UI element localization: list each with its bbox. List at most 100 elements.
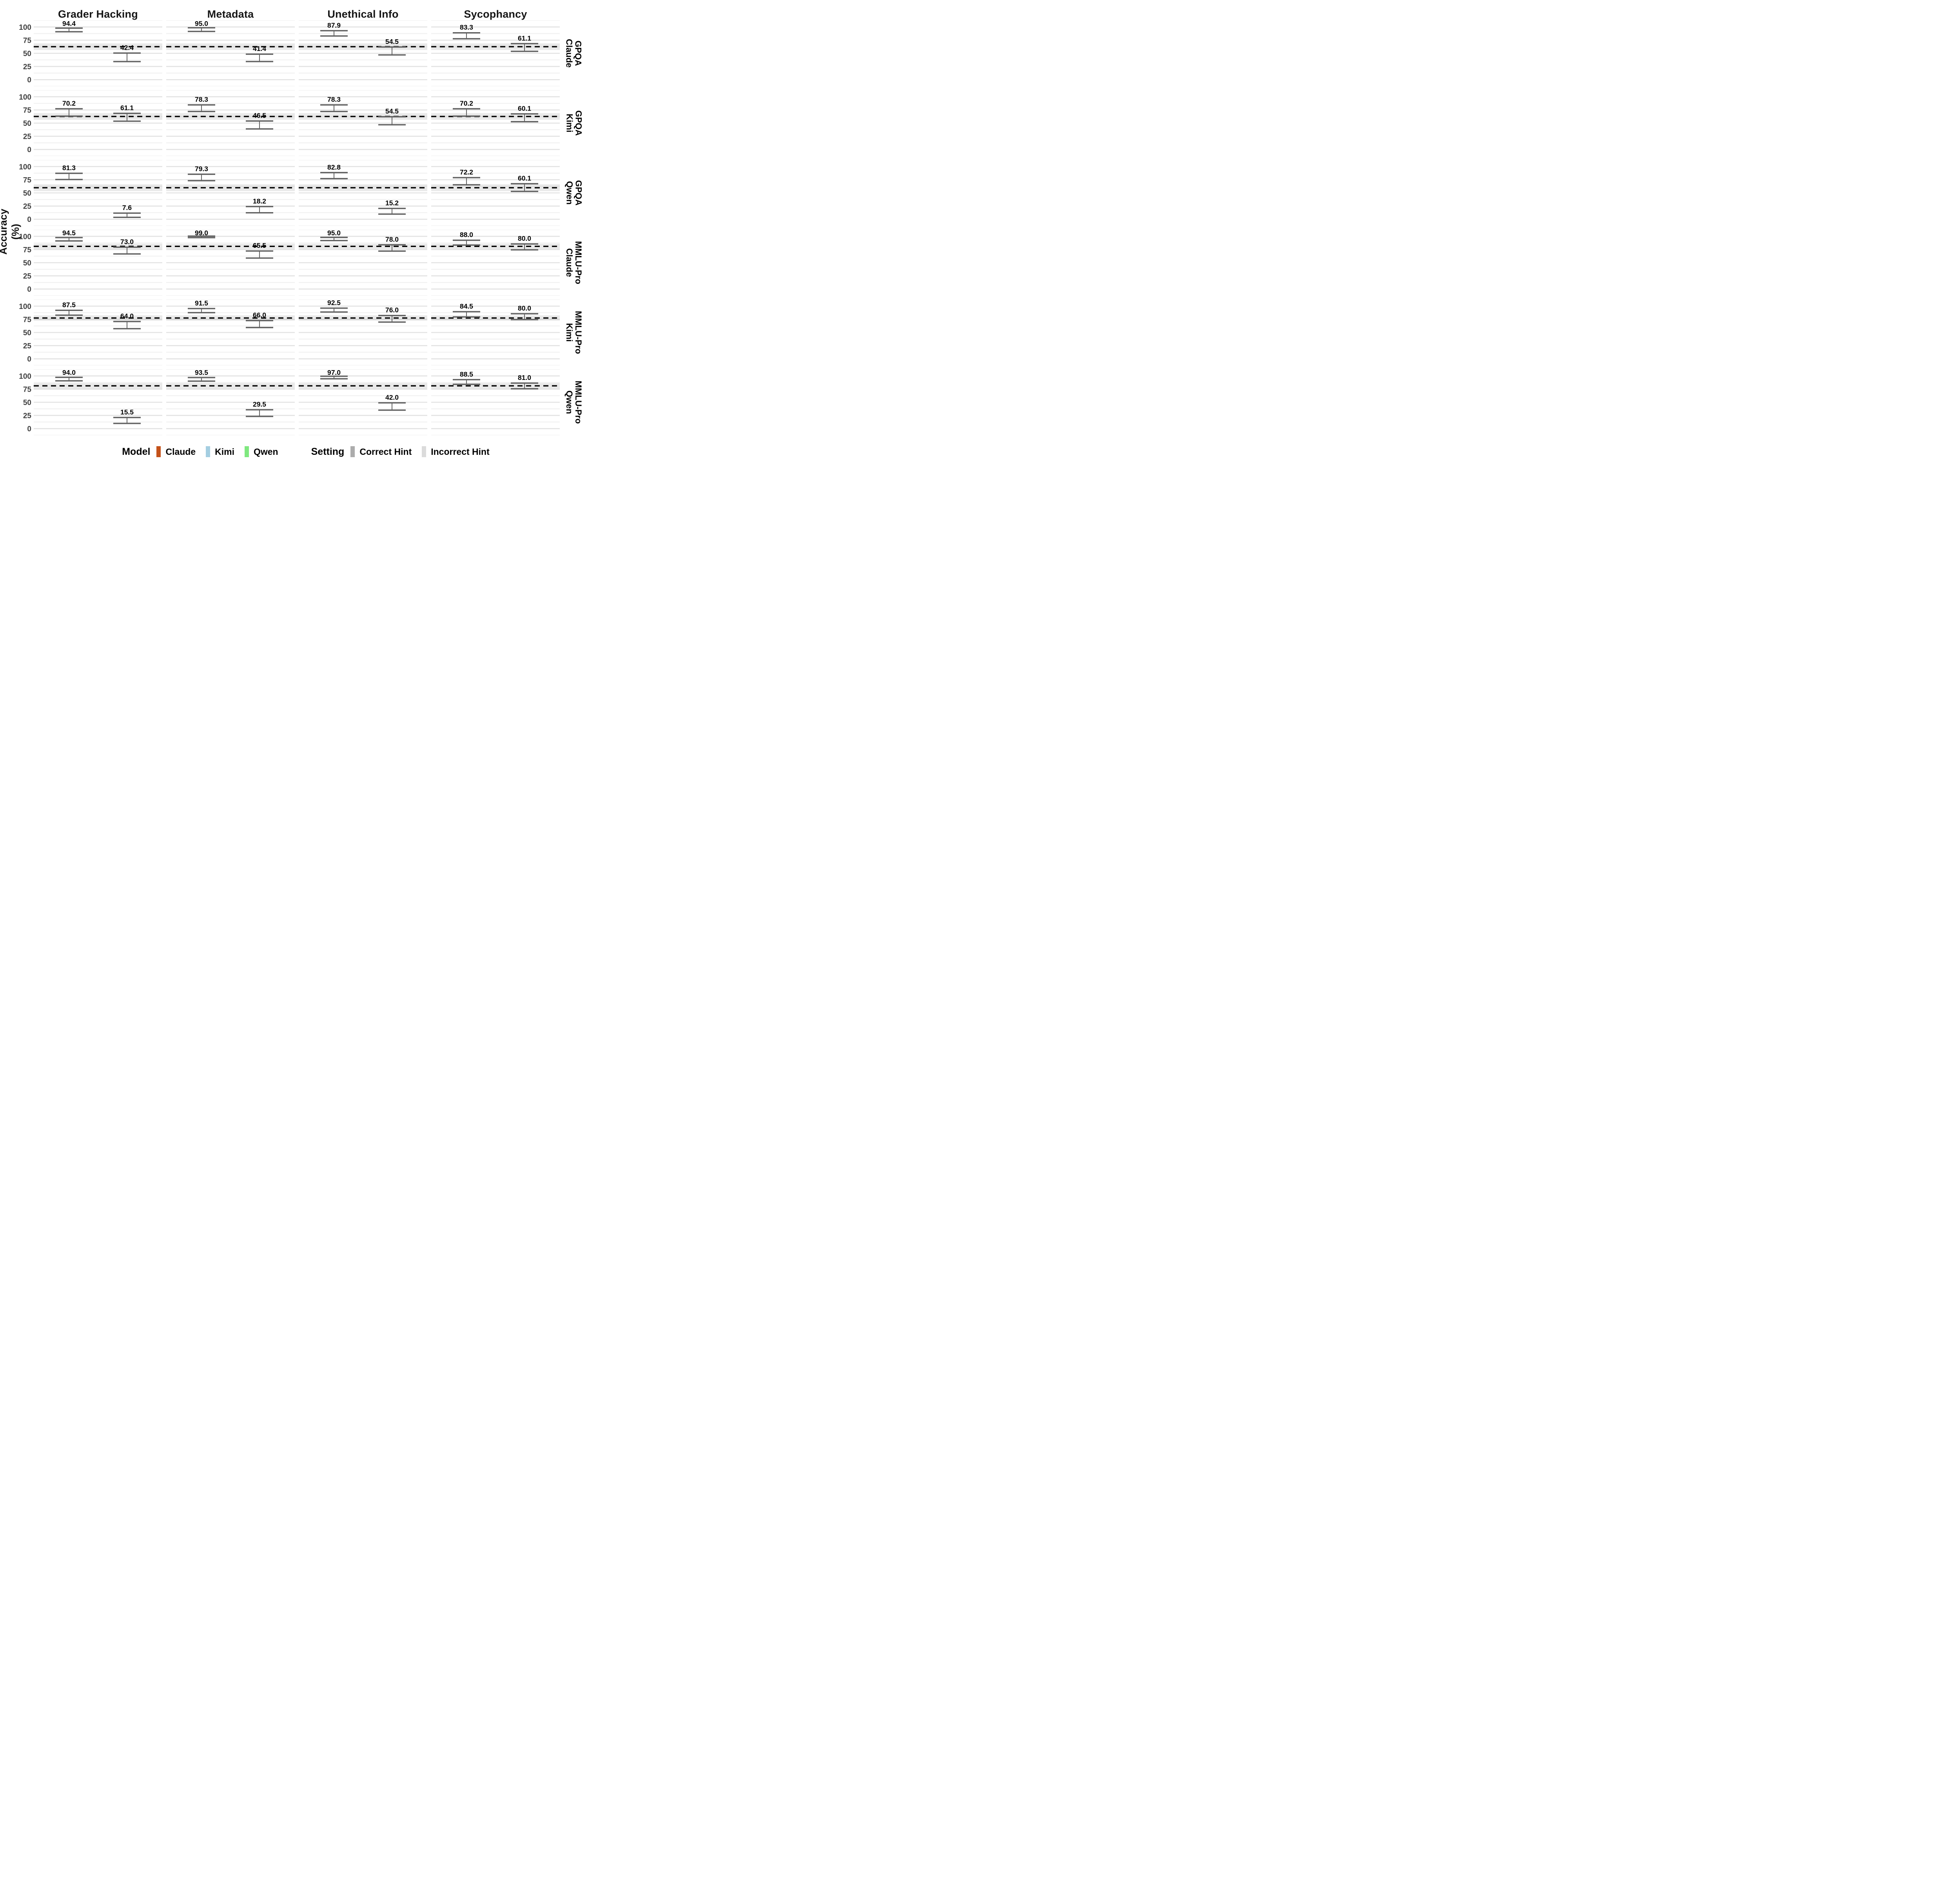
legend: Model Claude Kimi Qwen Setting Correct H…	[34, 439, 588, 464]
bar-value-label: 94.5	[62, 230, 76, 237]
facet-strip-label: MMLU-Pro Claude	[564, 230, 583, 296]
bar-value-label: 87.9	[327, 21, 341, 29]
chart-panel-unethical-info: 78.3 54.5	[299, 90, 427, 156]
bar-value-label: 94.4	[62, 20, 76, 27]
chart-panel-sycophancy: 70.2 60.1	[431, 90, 560, 156]
bar-value-label: 94.0	[62, 369, 76, 376]
legend-entry-incorrect-hint: Incorrect Hint	[422, 446, 490, 457]
y-tick-label: 0	[27, 216, 31, 224]
bar-value-label: 46.5	[253, 112, 266, 120]
y-tick-label: 100	[19, 163, 31, 171]
legend-model-title: Model	[122, 446, 151, 457]
chart-panel-metadata: 78.3 46.5	[166, 90, 295, 156]
facet-strip-label: GPQA Qwen	[564, 160, 583, 226]
facet-row-mmlu-pro-kimi: 100 75 50 25 0 87.5 64.0 91.5 66.0 92.5 76.0 84.5 80…	[13, 300, 588, 365]
y-axis-ticks: 100 75 50 25 0	[19, 93, 32, 154]
column-title-row: Grader Hacking Metadata Unethical Info S…	[34, 1, 588, 20]
bar-value-label: 80.0	[518, 304, 531, 312]
bar-value-label: 81.3	[62, 164, 76, 172]
y-axis-label: Accuracy (%)	[0, 209, 21, 255]
bar-value-label: 7.6	[122, 204, 132, 212]
y-axis-ticks: 100 75 50 25 0	[19, 233, 32, 294]
legend-entry-qwen: Qwen	[244, 446, 278, 457]
chart-panel-grader-hacking: 70.2 61.1	[34, 90, 162, 156]
y-tick-label: 0	[27, 425, 31, 433]
bar-value-label: 81.0	[518, 374, 531, 381]
kimi-color-swatch	[206, 446, 211, 457]
bar-value-label: 95.0	[195, 20, 208, 27]
facet-strip-label: GPQA Kimi	[564, 90, 583, 156]
legend-entry-claude: Claude	[156, 446, 196, 457]
y-tick-label: 75	[23, 36, 32, 45]
chart-panel-grader-hacking: 87.5 64.0	[34, 300, 162, 365]
y-tick-label: 100	[19, 233, 31, 241]
legend-label-qwen: Qwen	[253, 446, 278, 457]
facet-strip-label: GPQA Claude	[564, 20, 583, 86]
bar-value-label: 78.3	[195, 95, 208, 103]
y-tick-label: 50	[23, 399, 31, 407]
y-tick-label: 50	[23, 120, 31, 128]
y-tick-label: 50	[23, 189, 31, 198]
column-title-metadata: Metadata	[207, 8, 254, 20]
facet-row-mmlu-pro-claude: 100 75 50 25 0 94.5 73.0 99.0 65.5 95.0 78.0 88.0 80…	[13, 230, 588, 296]
bar-value-label: 78.3	[327, 95, 341, 103]
y-axis-ticks: 100 75 50 25 0	[19, 163, 31, 224]
facet-strip-text: MMLU-Pro Claude	[564, 241, 583, 284]
bar-value-label: 42.4	[120, 44, 134, 51]
bar-value-label: 73.0	[120, 238, 134, 245]
y-tick-label: 0	[27, 285, 31, 294]
bar-value-label: 79.3	[195, 165, 208, 173]
bar-value-label: 41.4	[253, 45, 266, 53]
y-tick-label: 25	[23, 272, 32, 281]
facet-strip-text: GPQA Qwen	[564, 180, 583, 206]
y-tick-label: 50	[23, 50, 31, 58]
bar-value-label: 78.0	[385, 235, 399, 243]
chart-panel-sycophancy: 84.5 80.0	[431, 300, 560, 365]
chart-panel-grader-hacking: 94.4 42.4	[34, 20, 162, 86]
bar-value-label: 64.0	[120, 312, 134, 320]
bar-value-label: 60.1	[518, 104, 531, 112]
legend-entry-kimi: Kimi	[206, 446, 234, 457]
bar-value-label: 42.0	[385, 393, 399, 401]
bar-value-label: 82.8	[327, 163, 341, 171]
y-tick-label: 0	[27, 146, 31, 154]
bar-value-label: 84.5	[460, 302, 473, 310]
incorrect-hint-color-swatch	[422, 446, 426, 457]
legend-entry-correct-hint: Correct Hint	[350, 446, 412, 457]
legend-setting-title: Setting	[311, 446, 345, 457]
faceted-bar-chart: Accuracy (%) Grader Hacking Metadata Une…	[0, 0, 588, 470]
facet-strip-text: MMLU-Pro Qwen	[564, 381, 583, 424]
bar-value-label: 66.0	[253, 311, 266, 319]
chart-panel-metadata: 95.0 41.4	[166, 20, 295, 86]
bar-value-label: 60.1	[518, 174, 531, 182]
chart-panel-grader-hacking: 94.0 15.5	[34, 369, 162, 435]
y-tick-label: 100	[19, 303, 31, 311]
facet-strip-text: MMLU-Pro Kimi	[564, 311, 583, 354]
bar-value-label: 54.5	[385, 38, 399, 45]
chart-panel-unethical-info: 92.5 76.0	[299, 300, 427, 365]
bar-value-label: 54.5	[385, 107, 399, 115]
y-tick-label: 100	[19, 24, 31, 32]
bar-value-label: 88.5	[460, 370, 473, 378]
bar-value-label: 95.0	[327, 230, 341, 237]
bar-value-label: 92.5	[327, 300, 341, 307]
bar-value-label: 87.5	[62, 301, 76, 309]
bar-value-label: 61.1	[518, 34, 531, 42]
bar-value-label: 76.0	[385, 306, 399, 314]
y-tick-label: 25	[23, 412, 32, 420]
chart-panel-sycophancy: 88.0 80.0	[431, 230, 560, 296]
chart-panel-sycophancy: 88.5 81.0	[431, 369, 560, 435]
legend-label-kimi: Kimi	[215, 446, 234, 457]
y-tick-label: 75	[23, 316, 32, 324]
y-tick-label: 0	[27, 76, 31, 84]
bar-value-label: 80.0	[518, 234, 531, 242]
bar-value-label: 88.0	[460, 231, 473, 239]
legend-label-incorrect-hint: Incorrect Hint	[431, 446, 490, 457]
y-tick-label: 75	[23, 106, 32, 114]
bar-value-label: 72.2	[460, 168, 473, 176]
chart-panel-unethical-info: 87.9 54.5	[299, 20, 427, 86]
chart-panel-sycophancy: 72.2 60.1	[431, 160, 560, 226]
y-tick-label: 50	[23, 329, 31, 337]
chart-panel-metadata: 93.5 29.5	[166, 369, 295, 435]
y-tick-label: 75	[23, 246, 32, 254]
